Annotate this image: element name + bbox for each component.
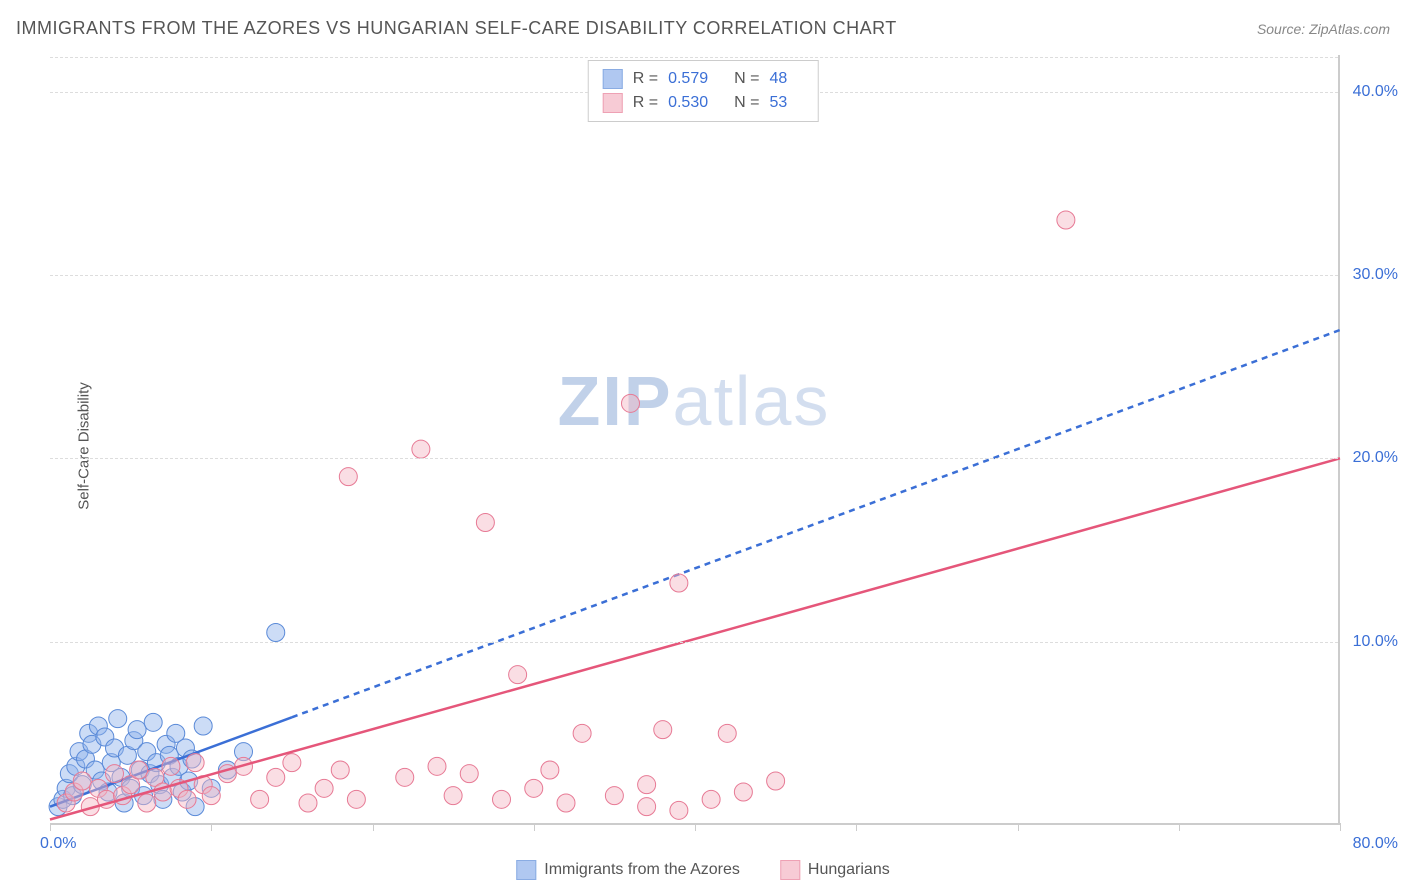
data-point-hungarians bbox=[509, 666, 527, 684]
data-point-azores bbox=[109, 710, 127, 728]
legend-row-hungarians: R = 0.530 N = 53 bbox=[603, 91, 804, 115]
x-tick bbox=[856, 823, 857, 831]
data-point-hungarians bbox=[283, 754, 301, 772]
gridline bbox=[50, 642, 1338, 643]
x-tick bbox=[534, 823, 535, 831]
trend-line-hungarians bbox=[50, 458, 1340, 819]
data-point-hungarians bbox=[138, 794, 156, 812]
legend-swatch-hungarians bbox=[780, 860, 800, 880]
data-point-azores bbox=[267, 624, 285, 642]
data-point-hungarians bbox=[178, 790, 196, 808]
y-tick-label: 10.0% bbox=[1353, 633, 1398, 651]
legend-n-label: N = bbox=[734, 70, 759, 88]
x-tick bbox=[211, 823, 212, 831]
trend-line-azores-dashed bbox=[292, 330, 1340, 717]
data-point-hungarians bbox=[670, 801, 688, 819]
data-point-hungarians bbox=[493, 790, 511, 808]
legend-r-label: R = bbox=[633, 70, 658, 88]
chart-plot-area: ZIPatlas 0.0% 80.0% 10.0%20.0%30.0%40.0% bbox=[50, 55, 1340, 825]
legend-n-value-azores: 48 bbox=[769, 70, 787, 88]
data-point-hungarians bbox=[130, 761, 148, 779]
legend-r-value-azores: 0.579 bbox=[668, 70, 708, 88]
data-point-hungarians bbox=[702, 790, 720, 808]
series-legend-item-azores: Immigrants from the Azores bbox=[516, 860, 740, 880]
data-point-hungarians bbox=[428, 757, 446, 775]
data-point-hungarians bbox=[1057, 211, 1075, 229]
legend-r-label: R = bbox=[633, 94, 658, 112]
scatter-svg bbox=[50, 55, 1338, 823]
source-label: Source: ZipAtlas.com bbox=[1257, 21, 1390, 37]
chart-title: IMMIGRANTS FROM THE AZORES VS HUNGARIAN … bbox=[16, 18, 897, 39]
data-point-hungarians bbox=[331, 761, 349, 779]
data-point-hungarians bbox=[638, 776, 656, 794]
data-point-hungarians bbox=[557, 794, 575, 812]
x-axis-min-label: 0.0% bbox=[40, 835, 76, 853]
data-point-hungarians bbox=[638, 798, 656, 816]
x-tick bbox=[1179, 823, 1180, 831]
data-point-azores bbox=[144, 713, 162, 731]
legend-n-value-hungarians: 53 bbox=[769, 94, 787, 112]
x-tick bbox=[695, 823, 696, 831]
data-point-hungarians bbox=[605, 787, 623, 805]
data-point-hungarians bbox=[186, 754, 204, 772]
data-point-hungarians bbox=[541, 761, 559, 779]
data-point-hungarians bbox=[267, 768, 285, 786]
x-tick bbox=[50, 823, 51, 831]
y-tick-label: 20.0% bbox=[1353, 449, 1398, 467]
legend-swatch-azores bbox=[516, 860, 536, 880]
data-point-hungarians bbox=[734, 783, 752, 801]
data-point-hungarians bbox=[396, 768, 414, 786]
legend-n-label: N = bbox=[734, 94, 759, 112]
series-legend-item-hungarians: Hungarians bbox=[780, 860, 890, 880]
y-tick-label: 30.0% bbox=[1353, 266, 1398, 284]
x-tick bbox=[373, 823, 374, 831]
x-tick bbox=[1340, 823, 1341, 831]
data-point-hungarians bbox=[299, 794, 317, 812]
data-point-hungarians bbox=[573, 724, 591, 742]
data-point-hungarians bbox=[767, 772, 785, 790]
series-legend-label-hungarians: Hungarians bbox=[808, 861, 890, 879]
data-point-hungarians bbox=[718, 724, 736, 742]
correlation-legend: R = 0.579 N = 48 R = 0.530 N = 53 bbox=[588, 60, 819, 122]
data-point-hungarians bbox=[251, 790, 269, 808]
gridline bbox=[50, 57, 1338, 58]
gridline bbox=[50, 458, 1338, 459]
data-point-hungarians bbox=[622, 394, 640, 412]
legend-swatch-azores bbox=[603, 69, 623, 89]
legend-r-value-hungarians: 0.530 bbox=[668, 94, 708, 112]
data-point-hungarians bbox=[654, 721, 672, 739]
x-axis-max-label: 80.0% bbox=[1353, 835, 1398, 853]
y-tick-label: 40.0% bbox=[1353, 83, 1398, 101]
data-point-hungarians bbox=[670, 574, 688, 592]
data-point-hungarians bbox=[202, 787, 220, 805]
data-point-hungarians bbox=[444, 787, 462, 805]
gridline bbox=[50, 275, 1338, 276]
data-point-hungarians bbox=[162, 757, 180, 775]
legend-row-azores: R = 0.579 N = 48 bbox=[603, 67, 804, 91]
data-point-hungarians bbox=[73, 772, 91, 790]
legend-swatch-hungarians bbox=[603, 93, 623, 113]
x-tick bbox=[1018, 823, 1019, 831]
data-point-hungarians bbox=[476, 514, 494, 532]
data-point-hungarians bbox=[347, 790, 365, 808]
data-point-hungarians bbox=[339, 468, 357, 486]
data-point-hungarians bbox=[525, 779, 543, 797]
series-legend: Immigrants from the Azores Hungarians bbox=[516, 860, 889, 880]
series-legend-label-azores: Immigrants from the Azores bbox=[544, 861, 740, 879]
data-point-hungarians bbox=[460, 765, 478, 783]
data-point-azores bbox=[194, 717, 212, 735]
data-point-hungarians bbox=[315, 779, 333, 797]
data-point-hungarians bbox=[412, 440, 430, 458]
data-point-hungarians bbox=[106, 765, 124, 783]
data-point-azores bbox=[128, 721, 146, 739]
